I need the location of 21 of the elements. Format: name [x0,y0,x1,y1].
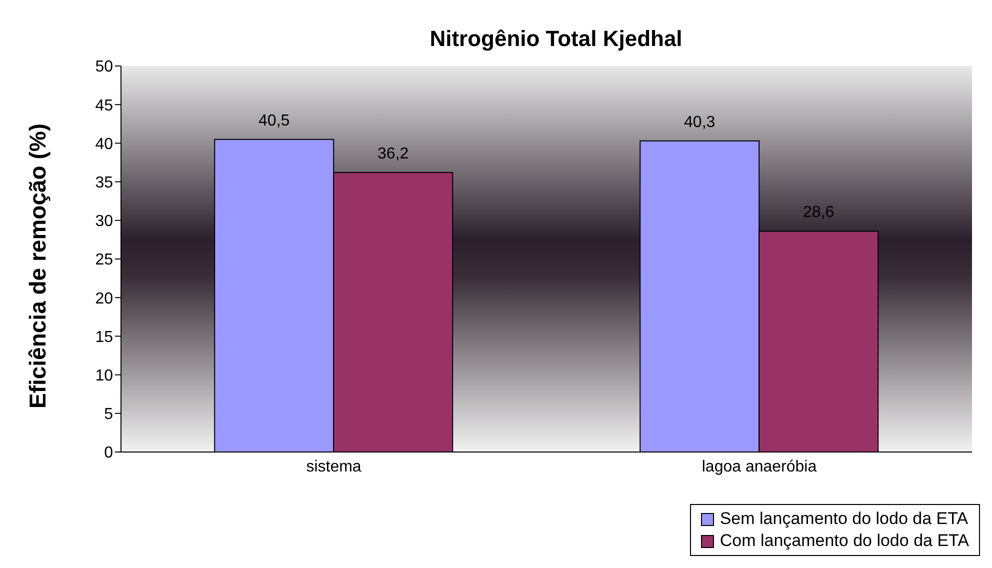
chart-title: Nitrogênio Total Kjedhal [428,26,684,52]
y-tick-label: 5 [104,406,114,424]
data-label: 40,5 [258,112,290,130]
y-tick-label: 30 [95,213,114,230]
y-tick-label: 50 [95,58,114,76]
y-tick-label: 10 [95,367,114,384]
y-tick-label: 45 [95,97,114,114]
x-tick-label: lagoa anaeróbia [702,458,817,476]
legend-label: Com lançamento do lodo da ETA [720,530,969,552]
data-label: 40,3 [684,114,716,131]
data-label: 36,2 [378,146,409,163]
y-tick-label: 20 [95,290,114,308]
y-tick-label: 40 [95,136,114,153]
data-label: 28,6 [803,204,834,222]
y-tick-label: 15 [95,328,114,346]
y-tick-label: 0 [104,444,114,462]
y-tick-label: 35 [95,174,114,192]
y-axis-title: Eficiência de remoção (%) [24,123,52,409]
y-tick-label: 25 [95,252,114,269]
x-tick-label: sistema [306,458,362,476]
legend-label: Sem lançamento do lodo da ETA [720,508,968,530]
